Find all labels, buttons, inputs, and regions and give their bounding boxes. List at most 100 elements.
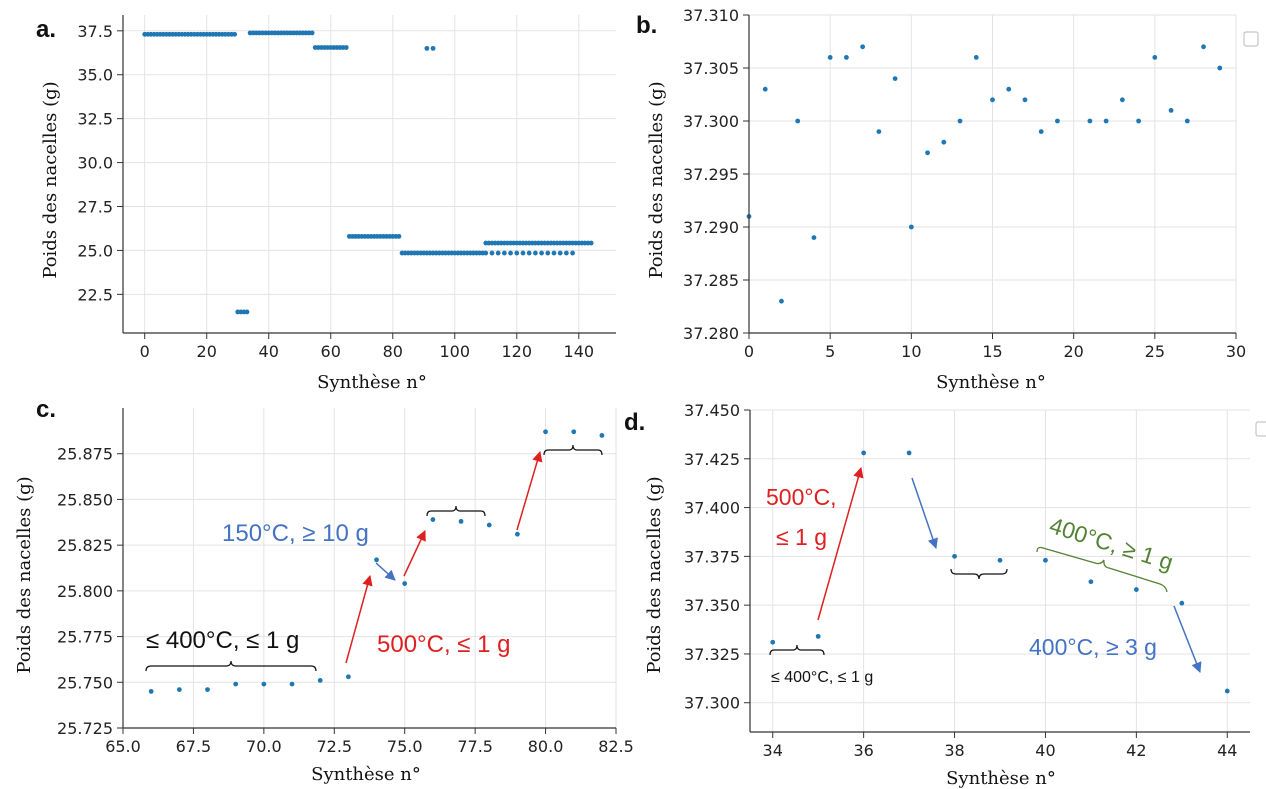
data-point	[539, 250, 544, 256]
data-point	[892, 76, 898, 81]
y-tick-label: 37.300	[684, 694, 740, 713]
x-tick-label: 20	[1063, 342, 1083, 361]
x-axis-label: Synthèse n°	[317, 372, 427, 393]
x-tick-label: 140	[564, 342, 595, 361]
data-point	[514, 250, 520, 256]
x-tick-label: 75.0	[387, 737, 423, 756]
y-tick-label: 37.425	[684, 450, 740, 469]
data-point	[795, 118, 801, 124]
data-point	[827, 55, 833, 60]
data-point	[1087, 118, 1093, 124]
data-point	[1103, 118, 1109, 124]
annotation-brace-400c	[145, 660, 317, 672]
annotation-label-500c-line2: ≤ 1 g	[776, 524, 827, 550]
panel-c: c. 65.0 67.5 70.0 72.5 75.0 77.5 80.0 82.5 25.72…	[14, 396, 634, 785]
y-axis-label: Poids des nacelles (g)	[646, 81, 667, 278]
data-point	[957, 118, 963, 124]
y-tick-label: 25.850	[57, 490, 113, 509]
data-point	[1133, 587, 1139, 592]
annotation-label-500c: 500°C, ≤ 1 g	[377, 631, 511, 658]
y-tick-label: 37.290	[683, 218, 739, 237]
arrow-red-1	[345, 574, 373, 664]
data-point	[1136, 118, 1141, 124]
data-point	[973, 55, 979, 60]
x-tick-label: 34	[763, 741, 783, 760]
legend-box	[1255, 421, 1266, 437]
data-point	[343, 45, 349, 50]
data-point	[762, 86, 768, 92]
data-point	[1201, 44, 1206, 50]
annotation-label-400c-1g-green: 400°C, ≥ 1 g	[1046, 512, 1176, 575]
y-tick-label: 37.325	[684, 645, 740, 664]
data-point	[396, 233, 402, 239]
panel-label-b: b.	[636, 12, 657, 39]
x-tick-label: 42	[1126, 741, 1146, 760]
panel-b: b. 0 5 10 15 20 25 30 37.280 37.285 37.290 37.295 3…	[636, 6, 1259, 393]
data-point	[1224, 688, 1230, 694]
data-point	[483, 250, 489, 256]
x-tick-label: 40	[259, 342, 279, 361]
data-point	[374, 557, 379, 563]
data-point	[495, 250, 501, 256]
x-tick-label: 70.0	[246, 737, 282, 756]
data-point	[526, 250, 532, 256]
data-point	[861, 450, 867, 456]
y-tick-label: 37.375	[684, 547, 740, 566]
data-point	[244, 309, 250, 315]
data-point	[876, 129, 882, 135]
y-tick-label: 37.450	[684, 401, 740, 420]
y-tick-label: 27.5	[77, 198, 113, 217]
data-point	[860, 44, 866, 50]
annotation-label-400c-3g: 400°C, ≥ 3 g	[1029, 634, 1157, 660]
data-point	[532, 250, 538, 256]
data-point	[770, 639, 776, 645]
grid	[748, 14, 1237, 334]
panel-label-c: c.	[36, 396, 56, 423]
x-tick-label: 25	[1145, 342, 1165, 361]
x-tick-label: 20	[197, 342, 217, 361]
data-point	[1119, 97, 1125, 103]
x-tick-label: 80	[383, 342, 403, 361]
data-point	[557, 250, 563, 256]
data-point	[815, 633, 821, 639]
y-tick-label: 37.5	[77, 22, 113, 41]
y-tick-label: 30.0	[77, 154, 113, 173]
y-tick-label: 37.310	[683, 6, 739, 25]
y-tick-label: 37.400	[684, 499, 740, 518]
data-point	[997, 557, 1003, 563]
data-point	[941, 139, 947, 145]
x-tick-label: 36	[853, 741, 873, 760]
arrow-red-3	[516, 450, 543, 531]
x-tick-label: 120	[502, 342, 533, 361]
x-tick-label: 0	[140, 342, 150, 361]
marks	[746, 44, 1223, 304]
data-point	[1088, 579, 1094, 585]
data-point	[176, 687, 182, 692]
y-tick-label: 22.5	[77, 285, 113, 304]
y-tick-label: 37.295	[683, 165, 739, 184]
grid	[122, 408, 617, 729]
data-point	[1022, 97, 1028, 103]
data-point	[515, 531, 520, 537]
data-point	[233, 681, 239, 687]
marks	[148, 429, 605, 694]
data-point	[232, 31, 238, 37]
data-point	[486, 522, 492, 528]
annotation-brace-38-39	[950, 568, 1008, 580]
y-tick-label: 37.285	[683, 271, 739, 290]
y-tick-label: 37.280	[683, 324, 739, 343]
panel-label-a: a.	[36, 16, 56, 43]
data-point	[571, 429, 577, 435]
data-point	[1179, 600, 1185, 606]
x-tick-label: 10	[901, 342, 921, 361]
legend-box	[1243, 31, 1259, 47]
y-tick-label: 35.0	[77, 66, 113, 85]
panel-a: a. 0 20 40 60 80 100 120 140 22.5 25.0 27.5 30.0 32.…	[36, 15, 616, 393]
x-tick-label: 15	[982, 342, 1002, 361]
data-point	[570, 250, 575, 256]
y-tick-label: 37.305	[683, 59, 739, 78]
x-tick-label: 72.5	[316, 737, 352, 756]
x-tick-label: 65.0	[105, 737, 141, 756]
annotation-label-150c: 150°C, ≥ 10 g	[222, 520, 369, 547]
data-point	[844, 55, 849, 60]
